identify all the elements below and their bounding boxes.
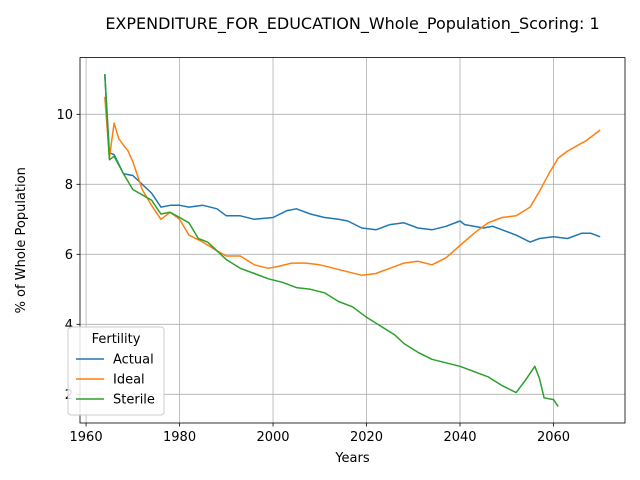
y-tick-label: 8 xyxy=(65,178,73,193)
legend-label-actual: Actual xyxy=(113,353,154,368)
series-line-sterile xyxy=(104,74,559,408)
series-lines xyxy=(104,74,601,408)
plot-frame xyxy=(79,57,626,424)
y-axis-label: % of Whole Population xyxy=(14,167,29,313)
y-tick-label: 6 xyxy=(65,248,73,263)
x-tick-label: 2020 xyxy=(350,430,383,445)
x-tick-label: 1980 xyxy=(163,430,196,445)
grid xyxy=(80,57,625,423)
series-line-ideal xyxy=(104,96,601,277)
chart-title: EXPENDITURE_FOR_EDUCATION_Whole_Populati… xyxy=(105,14,599,34)
series-line-actual xyxy=(104,74,601,243)
legend: Fertility Actual Ideal Sterile xyxy=(67,326,165,416)
legend-box xyxy=(67,326,165,416)
legend-title: Fertility xyxy=(92,332,141,347)
x-tick-label: 1960 xyxy=(70,430,103,445)
x-tick-label: 2040 xyxy=(443,430,476,445)
x-tick-label: 2060 xyxy=(537,430,570,445)
legend-label-ideal: Ideal xyxy=(113,373,145,388)
y-tick-label: 4 xyxy=(65,318,73,333)
y-tick-label: 10 xyxy=(56,108,73,123)
x-axis-label: Years xyxy=(334,451,370,466)
x-tick-label: 2000 xyxy=(256,430,289,445)
legend-label-sterile: Sterile xyxy=(113,393,155,408)
